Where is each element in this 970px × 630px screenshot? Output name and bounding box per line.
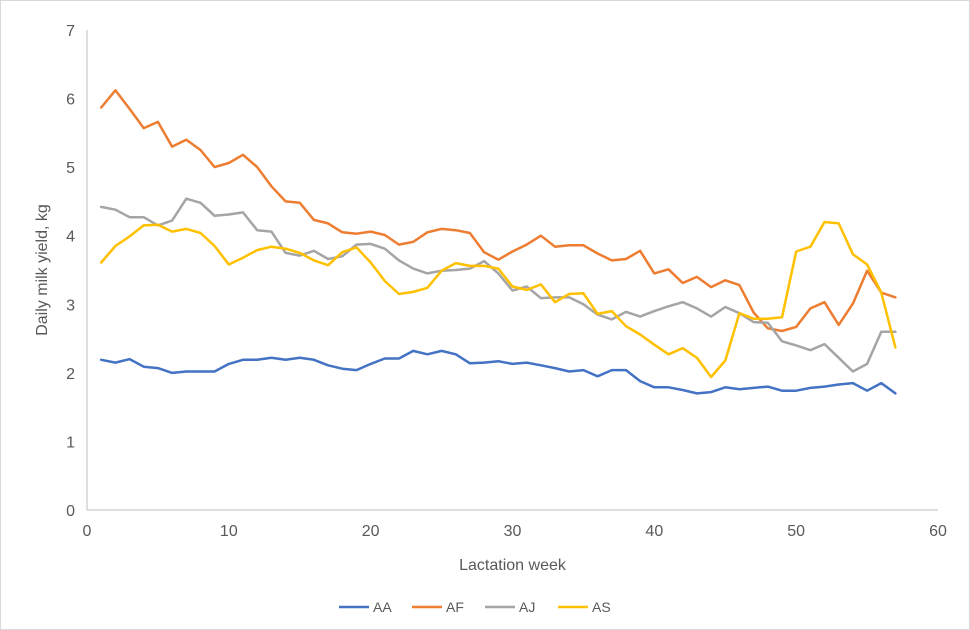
series-lines	[99, 89, 897, 395]
y-axis-title: Daily milk yield, kg	[34, 204, 51, 336]
legend-label-af: AF	[446, 599, 464, 615]
x-tick-label: 50	[787, 523, 805, 540]
x-axis-ticks: 0 10 20 30 40 50 60	[83, 523, 947, 540]
x-tick-label: 20	[362, 523, 380, 540]
series-line-af	[99, 89, 897, 333]
x-tick-label: 10	[220, 523, 238, 540]
legend: AA AF AJ AS	[339, 599, 611, 615]
series-line-aj	[99, 197, 897, 373]
y-tick-label: 7	[66, 23, 75, 40]
x-tick-label: 40	[645, 523, 663, 540]
y-tick-label: 2	[66, 366, 75, 383]
x-tick-label: 60	[929, 523, 947, 540]
series-line-as	[99, 220, 897, 379]
x-tick-label: 30	[504, 523, 522, 540]
y-tick-label: 1	[66, 434, 75, 451]
y-tick-label: 0	[66, 503, 75, 520]
x-tick-label: 0	[83, 523, 92, 540]
legend-label-as: AS	[592, 599, 611, 615]
series-line-aa	[99, 349, 897, 395]
y-axis-ticks: 0 1 2 3 4 5 6 7	[66, 23, 75, 520]
legend-label-aj: AJ	[519, 599, 535, 615]
y-tick-label: 5	[66, 160, 75, 177]
y-tick-label: 4	[66, 229, 75, 246]
x-axis-title: Lactation week	[459, 557, 567, 574]
y-tick-label: 6	[66, 92, 75, 109]
legend-label-aa: AA	[373, 599, 392, 615]
y-tick-label: 3	[66, 297, 75, 314]
